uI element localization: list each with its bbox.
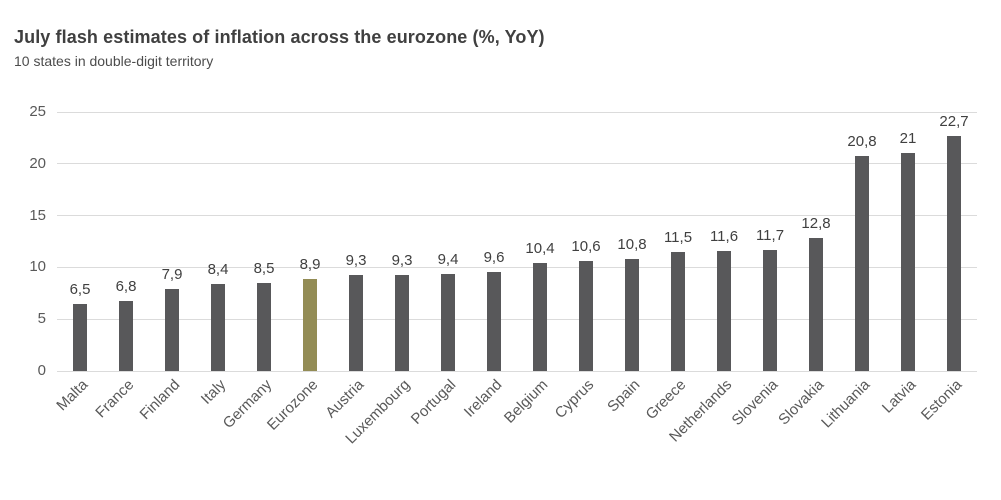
bar-estonia — [947, 135, 961, 371]
bar-value-label: 6,8 — [115, 277, 137, 295]
bar-finland — [165, 289, 179, 371]
bar-lithuania — [855, 155, 869, 371]
chart-title: July flash estimates of inflation across… — [14, 27, 545, 47]
bar-luxembourg — [395, 274, 409, 371]
bar-malta — [73, 303, 87, 371]
bar-austria — [349, 274, 363, 371]
bar-value-label: 9,3 — [391, 251, 413, 269]
bar-value-label: 12,8 — [801, 215, 831, 233]
gridline-y-5 — [57, 318, 977, 320]
bar-portugal — [441, 273, 455, 371]
y-axis-tick-label: 25 — [29, 103, 46, 120]
bar-italy — [211, 283, 225, 371]
bar-value-label: 8,4 — [207, 260, 229, 278]
bar-value-label: 10,6 — [571, 238, 601, 256]
bar-greece — [671, 251, 685, 371]
bar-value-label: 9,6 — [483, 248, 505, 266]
gridline-y-15 — [57, 215, 977, 217]
y-axis-tick-label: 10 — [29, 258, 46, 276]
bar-cyprus — [579, 261, 593, 371]
bar-value-label: 11,7 — [755, 226, 785, 244]
bar-value-label: 9,4 — [437, 250, 459, 268]
bar-germany — [257, 282, 271, 371]
bar-netherlands — [717, 250, 731, 371]
bar-value-label: 8,5 — [253, 259, 275, 277]
y-axis-tick-label: 0 — [37, 362, 46, 379]
bar-ireland — [487, 271, 501, 371]
bar-belgium — [533, 263, 547, 371]
bar-value-label: 6,5 — [69, 280, 91, 298]
bar-slovakia — [809, 238, 823, 371]
bar-value-label: 7,9 — [161, 266, 183, 284]
y-axis-tick-label: 5 — [37, 310, 46, 328]
bar-value-label: 22,7 — [939, 112, 969, 130]
gridline-y-10 — [57, 266, 977, 268]
bar-value-label: 8,9 — [299, 255, 321, 273]
gridline-y-25 — [57, 111, 977, 113]
bar-value-label: 9,3 — [345, 251, 367, 269]
bar-value-label: 10,8 — [617, 236, 647, 254]
bar-france — [119, 300, 133, 371]
bar-slovenia — [763, 249, 777, 371]
bar-value-label: 11,6 — [709, 227, 739, 245]
bar-value-label: 21 — [899, 130, 917, 148]
gridline-y-20 — [57, 163, 977, 165]
y-axis-tick-label: 20 — [29, 154, 46, 172]
bar-value-label: 11,5 — [663, 228, 693, 246]
bar-value-label: 20,8 — [847, 132, 877, 150]
gridline-y-0 — [57, 370, 977, 372]
y-axis-tick-label: 15 — [29, 206, 46, 224]
bar-spain — [625, 259, 639, 371]
bar-eurozone — [303, 278, 317, 371]
bar-value-label: 10,4 — [525, 240, 555, 258]
bar-latvia — [901, 153, 915, 371]
chart-subtitle: 10 states in double-digit territory — [14, 53, 214, 69]
plot-area: 6,5 6,8 7,9 8,4 8,5 8,9 9,3 9,3 9,4 9,6 10,4 10,6 10… — [57, 111, 977, 372]
